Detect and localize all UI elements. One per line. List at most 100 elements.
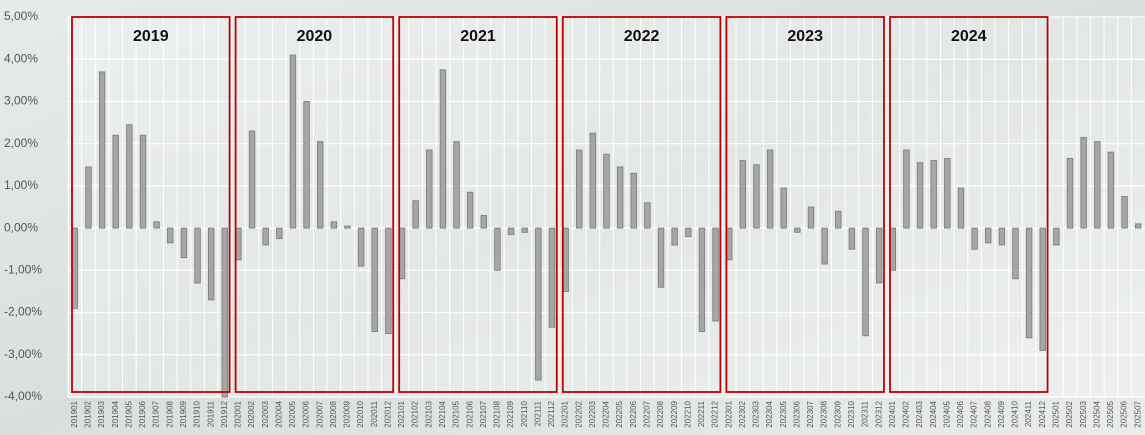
x-tick-label: 202306: [792, 400, 801, 427]
bar: [821, 227, 828, 265]
x-tick-label: 202010: [356, 400, 365, 427]
x-tick-label: 202312: [874, 400, 883, 427]
x-tick-label: 202204: [602, 400, 611, 427]
bar: [985, 227, 992, 244]
bar: [426, 149, 433, 229]
x-tick-label: 201911: [206, 400, 215, 427]
bar: [998, 227, 1006, 246]
bar: [712, 227, 719, 322]
year-label: 2020: [297, 28, 333, 45]
bar: [807, 206, 815, 229]
bar: [930, 160, 937, 229]
x-tick-label: 202009: [343, 400, 352, 427]
x-tick-label: 201905: [124, 400, 133, 427]
bar: [971, 227, 978, 250]
x-tick-label: 201902: [84, 400, 93, 427]
x-tick-label: 202211: [697, 400, 706, 427]
bar: [630, 172, 637, 229]
x-tick-label: 202401: [888, 400, 897, 427]
bar: [1094, 141, 1101, 229]
bar: [453, 141, 460, 229]
year-box: [725, 16, 885, 393]
x-tick-label: 202502: [1065, 400, 1074, 427]
x-tick-label: 202202: [574, 400, 583, 427]
x-tick-label: 202411: [1024, 400, 1033, 427]
bar: [466, 191, 474, 229]
x-tick-label: 202006: [302, 400, 311, 427]
x-tick-label: 202407: [970, 400, 979, 427]
x-tick-label: 202410: [1011, 400, 1020, 427]
x-tick-label: 201910: [193, 400, 202, 427]
bar: [385, 227, 392, 335]
year-box: [889, 16, 1049, 393]
bar: [862, 227, 869, 337]
bar: [1039, 227, 1046, 351]
bar: [957, 187, 965, 229]
x-tick-label: 202112: [547, 400, 556, 427]
bar: [780, 187, 787, 229]
y-tick-label: 5,00%: [4, 9, 38, 23]
x-tick-label: 201904: [111, 400, 120, 427]
year-label: 2022: [624, 28, 660, 45]
x-tick-label: 202103: [424, 400, 433, 427]
bar: [126, 124, 133, 229]
x-tick-label: 202405: [942, 400, 951, 427]
x-tick-label: 202210: [683, 400, 692, 427]
bar: [794, 227, 801, 233]
x-tick-label: 202111: [533, 400, 542, 426]
x-tick-label: 202107: [479, 400, 488, 427]
x-tick-label: 202505: [1106, 400, 1115, 427]
x-tick-label: 202409: [997, 400, 1006, 427]
bar: [671, 227, 678, 246]
x-tick-label: 202002: [247, 400, 256, 427]
bar: [644, 202, 651, 229]
year-box: [71, 16, 231, 393]
bar: [1121, 196, 1128, 229]
bar: [494, 227, 501, 271]
x-tick-label: 202507: [1133, 400, 1142, 427]
bar: [848, 227, 856, 250]
x-tick-label: 202012: [383, 400, 392, 427]
bar: [576, 149, 583, 229]
x-tick-label: 202403: [915, 400, 924, 427]
year-label: 2024: [951, 28, 987, 45]
bar: [98, 71, 106, 229]
x-tick-label: 202104: [438, 400, 447, 427]
year-box: [398, 16, 558, 393]
x-tick-label: 202105: [452, 400, 461, 427]
y-tick-label: 4,00%: [4, 51, 38, 65]
x-tick-label: 202308: [820, 400, 829, 427]
bar: [766, 149, 774, 229]
bar: [1080, 136, 1087, 229]
x-tick-label: 201901: [70, 400, 79, 427]
y-tick-label: -3,00%: [4, 347, 42, 361]
bar: [916, 162, 924, 229]
x-tick-label: 201906: [138, 400, 147, 427]
x-tick-label: 201907: [152, 400, 161, 427]
x-tick-label: 202106: [465, 400, 474, 427]
x-tick-label: 202205: [615, 400, 624, 427]
bar: [753, 164, 760, 229]
bar: [685, 227, 692, 237]
year-label: 2021: [460, 28, 496, 45]
x-tick-label: 202404: [929, 400, 938, 427]
x-tick-label: 202108: [493, 400, 502, 427]
x-tick-label: 202001: [234, 400, 243, 427]
x-tick-label: 202008: [329, 400, 338, 427]
x-tick-label: 202402: [902, 400, 911, 427]
bar: [835, 210, 842, 229]
bar: [875, 227, 883, 284]
y-tick-label: 1,00%: [4, 178, 38, 192]
x-tick-label: 202310: [847, 400, 856, 427]
y-tick-label: 3,00%: [4, 94, 38, 108]
bar: [480, 215, 488, 229]
year-box: [561, 16, 722, 393]
bar: [944, 158, 951, 229]
x-tick-label: 202307: [806, 400, 815, 427]
y-tick-label: 2,00%: [4, 136, 38, 150]
bar: [1012, 227, 1019, 280]
bar: [344, 225, 351, 229]
y-tick-label: 0,00%: [4, 220, 38, 234]
bar: [903, 149, 910, 229]
bar: [1107, 151, 1115, 229]
